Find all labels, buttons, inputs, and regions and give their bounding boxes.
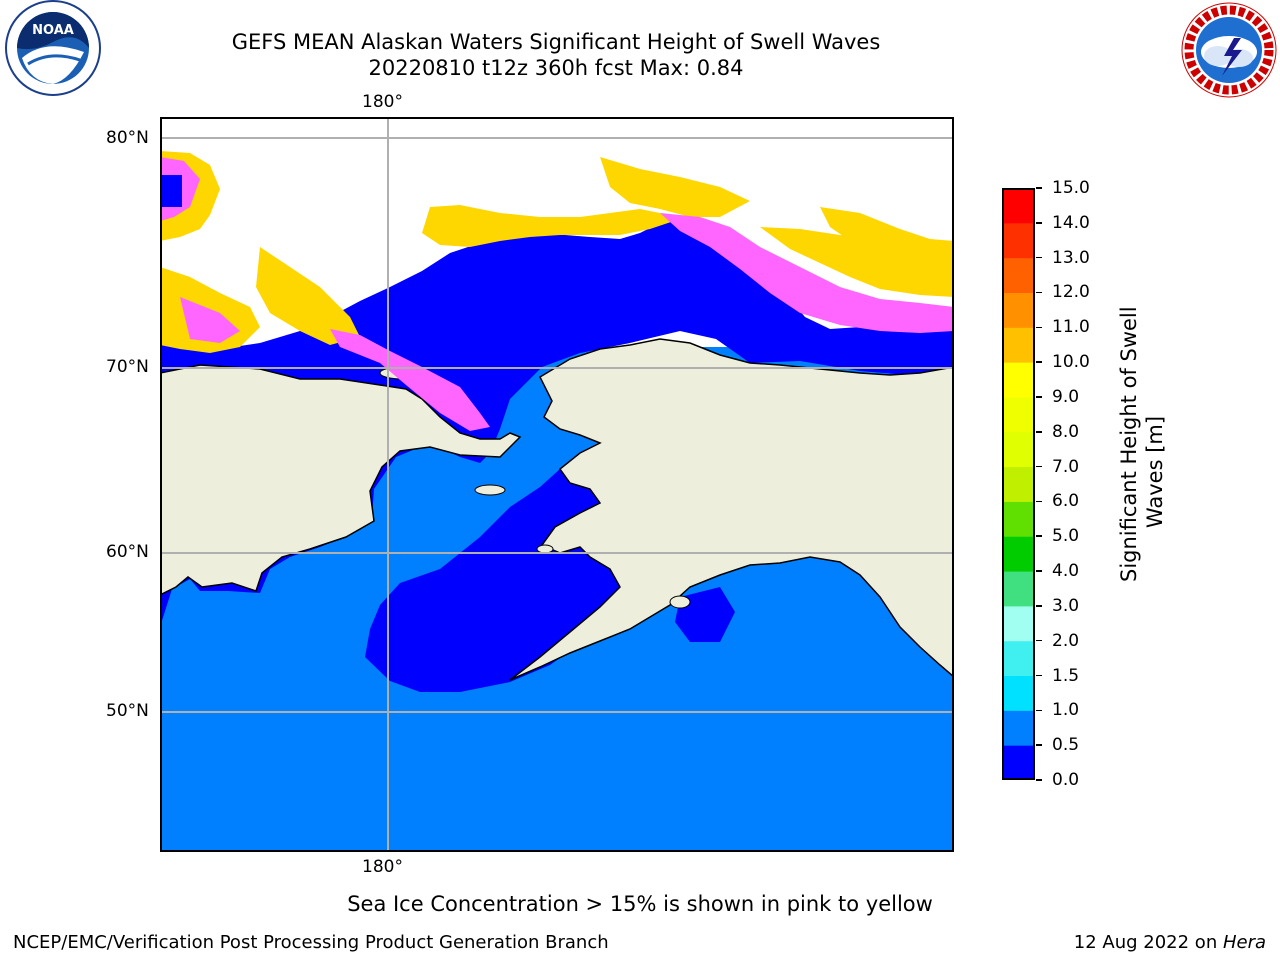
sea-ice-note: Sea Ice Concentration > 15% is shown in …: [347, 892, 933, 916]
colorbar-tick-label: 13.0: [1052, 247, 1090, 268]
noaa-logo-text: NOAA: [32, 23, 74, 38]
colorbar-tick-label: 12.0: [1052, 282, 1090, 303]
colorbar-label: Significant Height of Swell Waves [m]: [1116, 306, 1168, 582]
colorbar-tick-label: 11.0: [1052, 317, 1090, 338]
colorbar-tick-mark: [1036, 535, 1042, 537]
colorbar-bin-14-15: [1002, 188, 1035, 224]
colorbar-bin-0-0.5: [1002, 745, 1035, 780]
colorbar-tick-mark: [1036, 396, 1042, 398]
map-panel: [160, 117, 954, 852]
colorbar-tick-label: 5.0: [1052, 526, 1080, 547]
colorbar-tick-mark: [1036, 500, 1042, 503]
colorbar-tick-mark: [1036, 744, 1042, 746]
land-siberia: [160, 364, 522, 596]
colorbar-bin-1-1.5: [1002, 675, 1035, 711]
colorbar-bin-9-10: [1002, 362, 1035, 398]
colorbar-bin-2-3: [1002, 605, 1035, 642]
colorbar-tick-label: 6.0: [1052, 491, 1080, 512]
colorbar-bin-7-8: [1002, 431, 1035, 468]
footer-timestamp: 12 Aug 2022 on Hera: [1074, 932, 1266, 954]
colorbar-tick-label: 7.0: [1052, 456, 1080, 477]
land-kodiak-island: [669, 595, 691, 609]
sea-ice-yellow-east: [820, 207, 954, 277]
colorbar-tick-mark: [1036, 256, 1042, 259]
colorbar-bin-3-4: [1002, 571, 1035, 607]
colorbar-bin-13-14: [1002, 222, 1035, 259]
colorbar-label-line1: Significant Height of Swell: [1117, 306, 1141, 582]
sea-ice-yellow-beaufort: [760, 227, 954, 297]
open-water-pocket: [160, 175, 182, 207]
land-st-lawrence-island: [474, 484, 506, 496]
colorbar-tick-mark: [1036, 465, 1042, 468]
colorbar-tick-label: 9.0: [1052, 386, 1080, 407]
map-frame: [160, 117, 954, 852]
colorbar-tick-mark: [1036, 605, 1042, 607]
colorbar-tick-mark: [1036, 570, 1042, 572]
colorbar-tick-label: 1.0: [1052, 700, 1080, 721]
colorbar-bin-5-6: [1002, 501, 1035, 537]
colorbar-tick-label: 0.0: [1052, 770, 1080, 790]
colorbar-tick-label: 4.0: [1052, 561, 1080, 582]
colorbar-tick-mark: [1036, 779, 1042, 781]
colorbar-ticks: 15.0 14.0 13.0 12.0 11.0 10.0 9.0 8.0 7.0 6.0 5.0 4…: [1036, 178, 1106, 790]
footer-machine: Hera: [1222, 932, 1266, 953]
colorbar-tick-label: 1.5: [1052, 665, 1080, 686]
colorbar-tick-label: 0.5: [1052, 735, 1080, 756]
noaa-logo: NOAA: [0, 0, 106, 100]
colorbar-bin-11-12: [1002, 292, 1035, 328]
colorbar-bin-12-13: [1002, 257, 1035, 293]
colorbar-tick-label: 3.0: [1052, 595, 1080, 616]
colorbar-tick-label: 8.0: [1052, 421, 1080, 442]
colorbar-frame: [1002, 188, 1035, 780]
colorbar-tick-mark: [1036, 361, 1042, 363]
lat-label-80: 80°N: [106, 128, 149, 148]
colorbar-tick-label: 14.0: [1052, 212, 1090, 233]
footer-credit: NCEP/EMC/Verification Post Processing Pr…: [13, 932, 609, 953]
colorbar-tick-mark: [1036, 326, 1042, 329]
colorbar-tick-mark: [1036, 291, 1042, 294]
colorbar-tick-mark: [1036, 639, 1042, 642]
lat-label-60: 60°N: [106, 542, 149, 562]
colorbar-tick-label: 15.0: [1052, 178, 1090, 198]
sea-ice-yellow-central: [256, 247, 360, 345]
colorbar-bin-10-11: [1002, 327, 1035, 363]
lat-label-70: 70°N: [106, 357, 149, 377]
chart-title: GEFS MEAN Alaskan Waters Significant Hei…: [231, 30, 881, 54]
nws-logo: [1178, 0, 1280, 100]
sea-ice-pink-beaufort: [660, 213, 954, 333]
colorbar-bin-4-5: [1002, 536, 1035, 572]
chart-subtitle: 20220810 t12z 360h fcst Max: 0.84: [368, 56, 744, 80]
colorbar-bin-6-7: [1002, 466, 1035, 502]
colorbar-bin-0.5-1: [1002, 710, 1035, 746]
lon-label-top: 180°: [362, 92, 403, 112]
sea-ice-yellow-north: [422, 205, 680, 247]
land-nunivak-island: [536, 544, 554, 554]
colorbar: [1002, 188, 1035, 780]
sea-ice-yellow-beaufort-north: [600, 157, 750, 217]
colorbar-tick-label: 10.0: [1052, 352, 1090, 373]
footer-date: 12 Aug 2022 on: [1073, 932, 1223, 953]
colorbar-label-line2: Waves [m]: [1143, 415, 1167, 529]
lat-label-50: 50°N: [106, 701, 149, 721]
colorbar-tick-mark: [1036, 674, 1042, 677]
colorbar-tick-mark: [1036, 431, 1042, 433]
colorbar-tick-label: 2.0: [1052, 630, 1080, 651]
colorbar-tick-mark: [1036, 709, 1042, 712]
colorbar-bin-8-9: [1002, 396, 1035, 433]
lon-label-bottom: 180°: [362, 857, 403, 877]
colorbar-tick-mark: [1036, 222, 1042, 224]
sea-ice-pink-coast: [330, 329, 490, 431]
colorbar-tick-mark: [1036, 187, 1042, 189]
sea-ice-pink-chukchi: [180, 297, 240, 343]
colorbar-bin-1.5-2: [1002, 640, 1035, 677]
